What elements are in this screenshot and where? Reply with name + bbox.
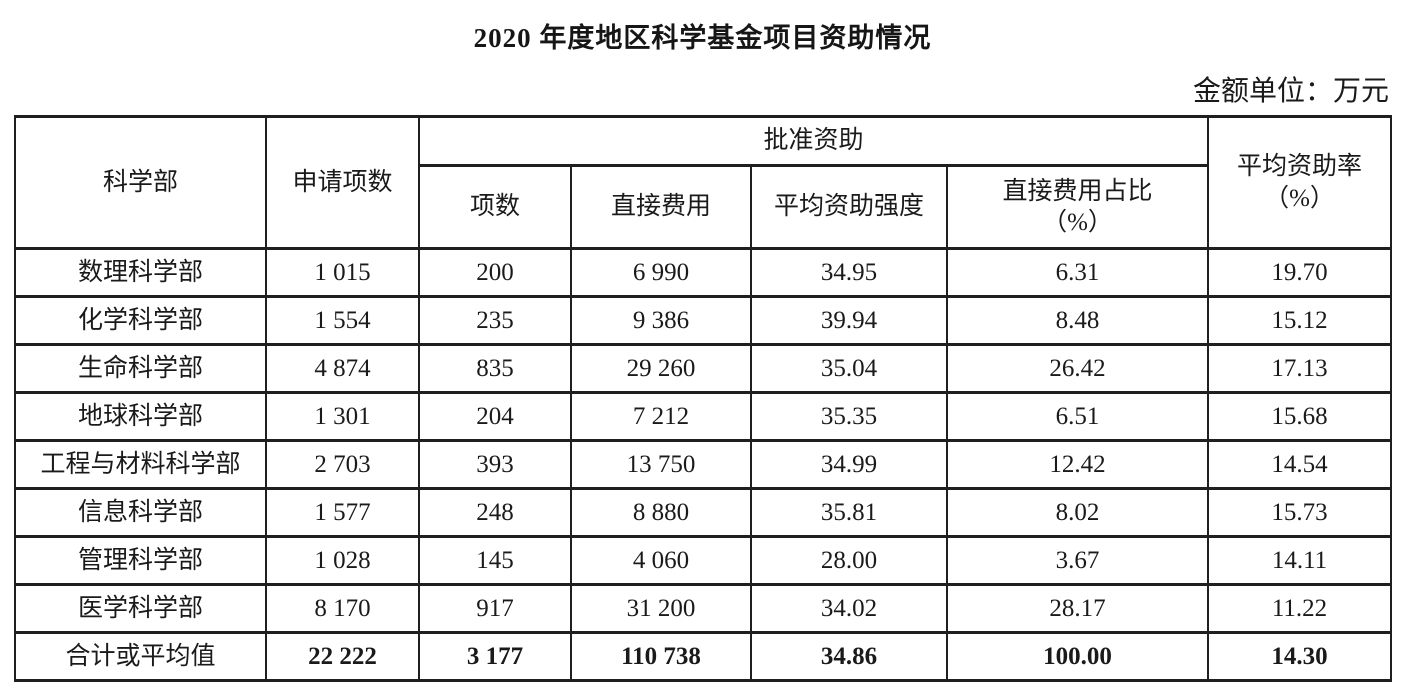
cell-department: 生命科学部	[14, 343, 267, 394]
cell-direct-cost: 7 212	[570, 391, 752, 442]
cell-avg-intensity: 34.86	[750, 631, 948, 682]
row-total: 合计或平均值 22 222 3 177 110 738 34.86 100.00…	[14, 631, 1393, 682]
cell-approved-count: 248	[418, 487, 572, 538]
cell-direct-cost: 29 260	[570, 343, 752, 394]
cell-approved-count: 200	[418, 247, 572, 298]
cell-department: 数理科学部	[14, 247, 267, 298]
cell-department: 医学科学部	[14, 583, 267, 634]
cell-approved-count: 235	[418, 295, 572, 346]
cell-cost-share: 6.51	[945, 391, 1210, 442]
cell-avg-intensity: 34.02	[750, 583, 948, 634]
row-medical-sciences: 医学科学部 8 170 917 31 200 34.02 28.17 11.22	[14, 583, 1393, 634]
cell-approved-count: 204	[418, 391, 572, 442]
row-earth-sciences: 地球科学部 1 301 204 7 212 35.35 6.51 15.68	[14, 391, 1393, 442]
cell-cost-share: 8.48	[945, 295, 1210, 346]
cell-approved-count: 835	[418, 343, 572, 394]
row-chemistry: 化学科学部 1 554 235 9 386 39.94 8.48 15.12	[14, 295, 1393, 346]
cell-avg-rate: 15.68	[1207, 391, 1393, 442]
unit-note: 金额单位：万元	[1192, 76, 1389, 107]
cell-approved-count: 393	[418, 439, 572, 490]
header-avg-rate-line2: （%）	[1264, 184, 1335, 212]
cell-department: 信息科学部	[14, 487, 267, 538]
cell-applications: 1 577	[265, 487, 420, 538]
funding-table: 科学部 申请项数 批准资助 平均资助率 （%） 项数 直接费用 平均资助强度 直…	[14, 115, 1393, 682]
cell-avg-rate: 19.70	[1207, 247, 1393, 298]
cell-applications: 22 222	[265, 631, 420, 682]
cell-cost-share: 28.17	[945, 583, 1210, 634]
header-department: 科学部	[14, 115, 267, 250]
cell-cost-share: 3.67	[945, 535, 1210, 586]
row-math-physics: 数理科学部 1 015 200 6 990 34.95 6.31 19.70	[14, 247, 1393, 298]
row-life-sciences: 生命科学部 4 874 835 29 260 35.04 26.42 17.13	[14, 343, 1393, 394]
cell-avg-rate: 15.12	[1207, 295, 1393, 346]
header-approved-count: 项数	[418, 164, 572, 250]
cell-direct-cost: 8 880	[570, 487, 752, 538]
cell-applications: 4 874	[265, 343, 420, 394]
header-applications: 申请项数	[265, 115, 420, 250]
cell-cost-share: 26.42	[945, 343, 1210, 394]
cell-avg-rate: 14.11	[1207, 535, 1393, 586]
cell-applications: 1 028	[265, 535, 420, 586]
cell-direct-cost: 9 386	[570, 295, 752, 346]
cell-applications: 2 703	[265, 439, 420, 490]
cell-direct-cost: 110 738	[570, 631, 752, 682]
cell-avg-intensity: 35.35	[750, 391, 948, 442]
row-engineering-materials: 工程与材料科学部 2 703 393 13 750 34.99 12.42 14…	[14, 439, 1393, 490]
header-row-top: 科学部 申请项数 批准资助 平均资助率 （%）	[14, 115, 1393, 250]
cell-approved-count: 917	[418, 583, 572, 634]
header-direct-cost: 直接费用	[570, 164, 752, 250]
cell-direct-cost: 4 060	[570, 535, 752, 586]
cell-approved-count: 145	[418, 535, 572, 586]
cell-avg-intensity: 35.81	[750, 487, 948, 538]
cell-avg-intensity: 34.99	[750, 439, 948, 490]
header-avg-rate: 平均资助率 （%）	[1207, 115, 1393, 250]
cell-direct-cost: 13 750	[570, 439, 752, 490]
cell-department: 合计或平均值	[14, 631, 267, 682]
cell-avg-intensity: 39.94	[750, 295, 948, 346]
cell-applications: 1 554	[265, 295, 420, 346]
cell-avg-rate: 11.22	[1207, 583, 1393, 634]
cell-department: 地球科学部	[14, 391, 267, 442]
row-management-sciences: 管理科学部 1 028 145 4 060 28.00 3.67 14.11	[14, 535, 1393, 586]
header-row-sub: 项数 直接费用 平均资助强度 直接费用占比 （%）	[15, 164, 1391, 250]
cell-cost-share: 6.31	[945, 247, 1210, 298]
cell-avg-intensity: 34.95	[750, 247, 948, 298]
cell-cost-share: 12.42	[945, 439, 1210, 490]
cell-cost-share: 100.00	[945, 631, 1210, 682]
header-avg-intensity: 平均资助强度	[750, 164, 948, 250]
header-cost-share-line2: （%）	[1042, 209, 1113, 236]
cell-approved-count: 3 177	[418, 631, 572, 682]
cell-department: 管理科学部	[14, 535, 267, 586]
row-information-sciences: 信息科学部 1 577 248 8 880 35.81 8.02 15.73	[14, 487, 1393, 538]
cell-avg-rate: 14.30	[1207, 631, 1393, 682]
cell-direct-cost: 31 200	[570, 583, 752, 634]
header-avg-rate-line1: 平均资助率	[1237, 153, 1363, 181]
cell-avg-rate: 17.13	[1207, 343, 1393, 394]
cell-department: 工程与材料科学部	[14, 439, 267, 490]
header-cost-share: 直接费用占比 （%）	[945, 164, 1210, 250]
header-cost-share-line1: 直接费用占比	[1002, 177, 1153, 205]
cell-applications: 1 301	[265, 391, 420, 442]
cell-avg-rate: 14.54	[1207, 439, 1393, 490]
cell-applications: 1 015	[265, 247, 420, 298]
cell-applications: 8 170	[265, 583, 420, 634]
cell-avg-intensity: 35.04	[750, 343, 948, 394]
cell-avg-rate: 15.73	[1207, 487, 1393, 538]
cell-department: 化学科学部	[14, 295, 267, 346]
cell-cost-share: 8.02	[945, 487, 1210, 538]
cell-direct-cost: 6 990	[570, 247, 752, 298]
page-title: 2020 年度地区科学基金项目资助情况	[473, 23, 932, 53]
header-approved-group: 批准资助	[417, 115, 1210, 167]
cell-avg-intensity: 28.00	[750, 535, 948, 586]
